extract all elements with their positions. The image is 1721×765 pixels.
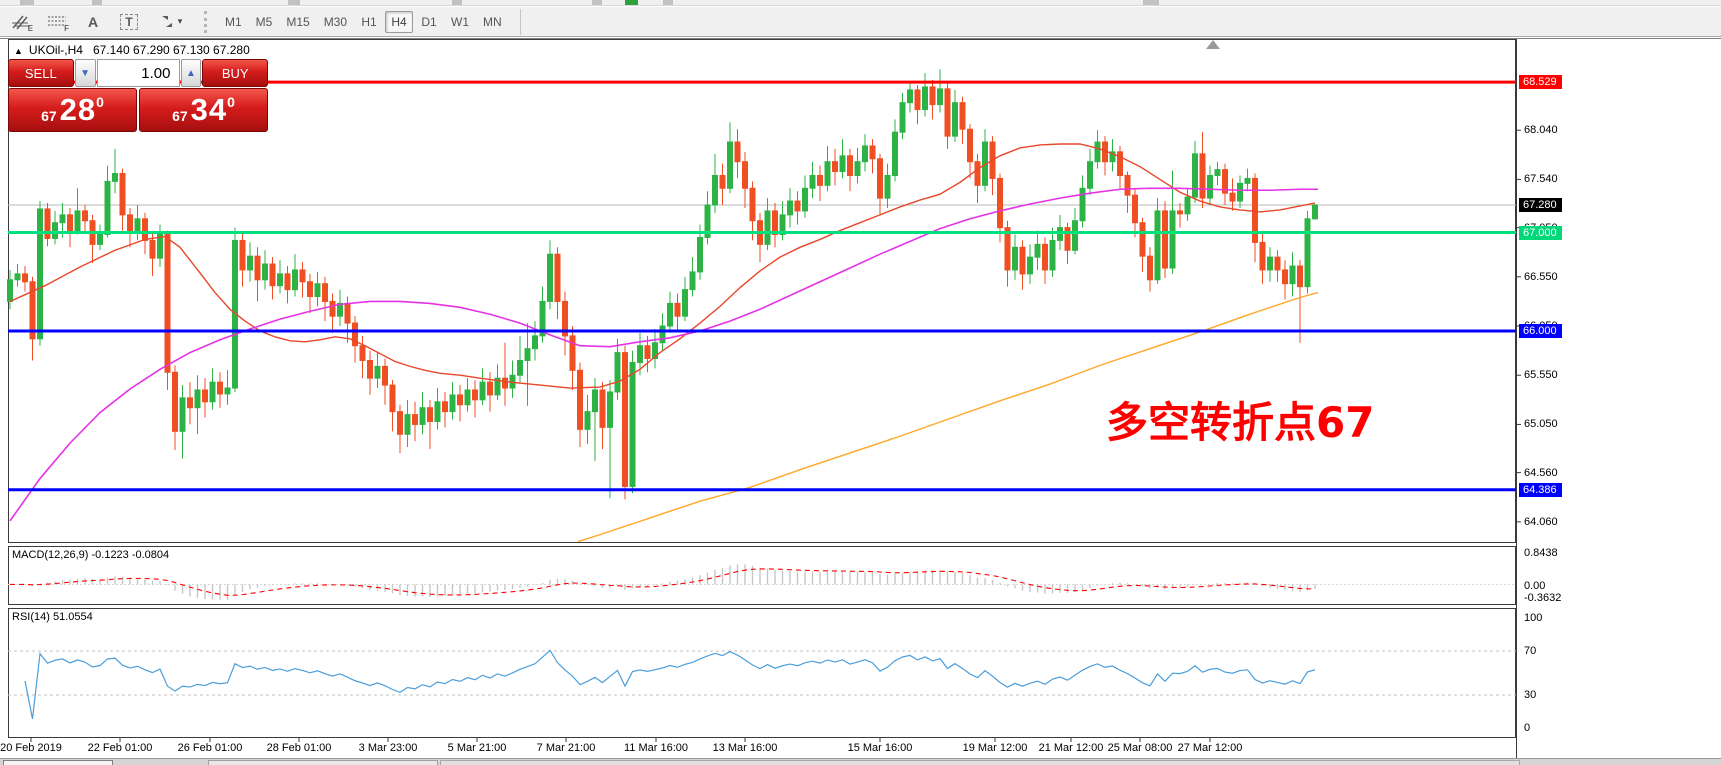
text-box-icon[interactable]: T xyxy=(114,10,144,34)
rsi-axis-label: 100 xyxy=(1524,612,1543,624)
volume-increase-button[interactable]: ▲ xyxy=(180,59,202,87)
time-axis-label: 21 Mar 12:00 xyxy=(1038,742,1104,754)
arrows-tool-icon[interactable]: ▾ xyxy=(150,10,190,34)
drawing-toolbar: E F A T ▾ M1 M5 M15 M30 H1 H4 D1 W1 MN xyxy=(0,7,1721,37)
rsi-axis-label: 30 xyxy=(1524,689,1537,701)
timeframe-button-w1[interactable]: W1 xyxy=(451,14,470,29)
time-axis-label: 3 Mar 23:00 xyxy=(358,742,418,754)
price-tick-label: 67.540 xyxy=(1524,173,1558,186)
timeframe-button-h1[interactable]: H1 xyxy=(361,14,377,29)
chart-plot-area[interactable] xyxy=(0,39,1721,765)
time-axis-label: 11 Mar 16:00 xyxy=(623,742,689,754)
price-tick-label: 65.550 xyxy=(1524,369,1558,382)
price-badge: 68.529 xyxy=(1519,75,1562,90)
volume-decrease-button[interactable]: ▼ xyxy=(74,59,96,87)
buy-price-button[interactable]: 67 34 0 xyxy=(139,88,268,132)
chevron-down-icon: ▾ xyxy=(177,16,183,26)
chart-window: ▲ UKOil-,H4 67.140 67.290 67.130 67.280 SE… xyxy=(0,38,1721,765)
partial-icon xyxy=(452,0,462,5)
partial-icon xyxy=(92,0,102,5)
chart-text-annotation: 多空转折点67 xyxy=(1106,398,1375,447)
timeframe-button-m1[interactable]: M1 xyxy=(225,14,242,29)
timeframe-button-h4[interactable]: H4 xyxy=(385,10,414,33)
partial-icon xyxy=(1143,0,1159,5)
chart-tab[interactable] xyxy=(3,760,113,765)
buy-button[interactable]: BUY xyxy=(202,59,268,87)
timeframe-button-m30[interactable]: M30 xyxy=(323,14,348,29)
macd-axis-label: 0.8438 xyxy=(1524,547,1558,559)
time-axis-label: 13 Mar 16:00 xyxy=(712,742,778,754)
price-tick-label: 64.560 xyxy=(1524,466,1558,479)
partial-icon-green xyxy=(625,0,638,5)
volume-input[interactable] xyxy=(96,59,180,87)
chart-tab-area xyxy=(440,760,1520,765)
sell-price-button[interactable]: 67 28 0 xyxy=(8,88,137,132)
rsi-axis-label: 0 xyxy=(1524,722,1531,734)
price-tick-label: 64.060 xyxy=(1524,515,1558,528)
price-badge: 66.000 xyxy=(1519,323,1562,338)
text-label-icon[interactable]: A xyxy=(87,13,99,30)
sell-button[interactable]: SELL xyxy=(8,59,74,87)
time-axis-label: 5 Mar 21:00 xyxy=(447,742,507,754)
price-badge: 64.386 xyxy=(1519,482,1562,497)
time-axis-label: 22 Feb 01:00 xyxy=(87,742,153,754)
timeframe-button-group: M1 M5 M15 M30 H1 H4 D1 W1 MN xyxy=(219,10,508,33)
toolbar-separator xyxy=(519,8,521,35)
price-badge: 67.280 xyxy=(1519,197,1562,212)
time-axis-label: 28 Feb 01:00 xyxy=(266,742,332,754)
time-axis-label: 19 Mar 12:00 xyxy=(962,742,1028,754)
time-axis-label: 25 Mar 08:00 xyxy=(1107,742,1173,754)
price-tick-label: 65.050 xyxy=(1524,418,1558,431)
price-badge: 67.000 xyxy=(1519,225,1562,240)
timeframe-button-d1[interactable]: D1 xyxy=(421,14,437,29)
toolbar-drag-handle[interactable] xyxy=(204,10,211,33)
partial-icon xyxy=(288,0,300,5)
price-tick-label: 66.550 xyxy=(1524,270,1558,283)
partial-icon xyxy=(592,0,602,5)
time-axis-label: 15 Mar 16:00 xyxy=(847,742,913,754)
time-axis-label: 20 Feb 2019 xyxy=(0,742,62,754)
ohlc-values: 67.140 67.290 67.130 67.280 xyxy=(92,43,250,57)
cut-off-chart-tab-bar xyxy=(0,758,1721,765)
macd-axis-label: 0.00 xyxy=(1524,580,1546,592)
partial-icon xyxy=(20,0,34,5)
symbol-timeframe: UKOil-,H4 xyxy=(28,43,83,57)
rsi-axis-label: 70 xyxy=(1524,645,1537,657)
equidistant-channel-icon[interactable]: E xyxy=(6,10,36,34)
macd-indicator-label: MACD(12,26,9) -0.1223 -0.0804 xyxy=(12,549,170,561)
rsi-indicator-label: RSI(14) 51.0554 xyxy=(12,611,93,623)
timeframe-button-mn[interactable]: MN xyxy=(483,14,502,29)
cut-off-upper-toolbar xyxy=(0,0,1721,6)
chart-tab[interactable] xyxy=(208,760,438,765)
time-axis-label: 26 Feb 01:00 xyxy=(177,742,243,754)
fibonacci-retracement-icon[interactable]: F xyxy=(48,15,69,33)
timeframe-button-m15[interactable]: M15 xyxy=(286,14,310,29)
partial-icon xyxy=(663,0,673,5)
macd-axis-label: -0.3632 xyxy=(1524,592,1562,604)
chart-title: ▲ UKOil-,H4 67.140 67.290 67.130 67.280 xyxy=(14,43,250,57)
time-axis-label: 27 Mar 12:00 xyxy=(1177,742,1243,754)
collapse-triangle-icon[interactable]: ▲ xyxy=(14,46,23,56)
price-tick-label: 68.040 xyxy=(1524,124,1558,137)
time-axis-label: 7 Mar 21:00 xyxy=(536,742,596,754)
timeframe-button-m5[interactable]: M5 xyxy=(255,14,273,29)
